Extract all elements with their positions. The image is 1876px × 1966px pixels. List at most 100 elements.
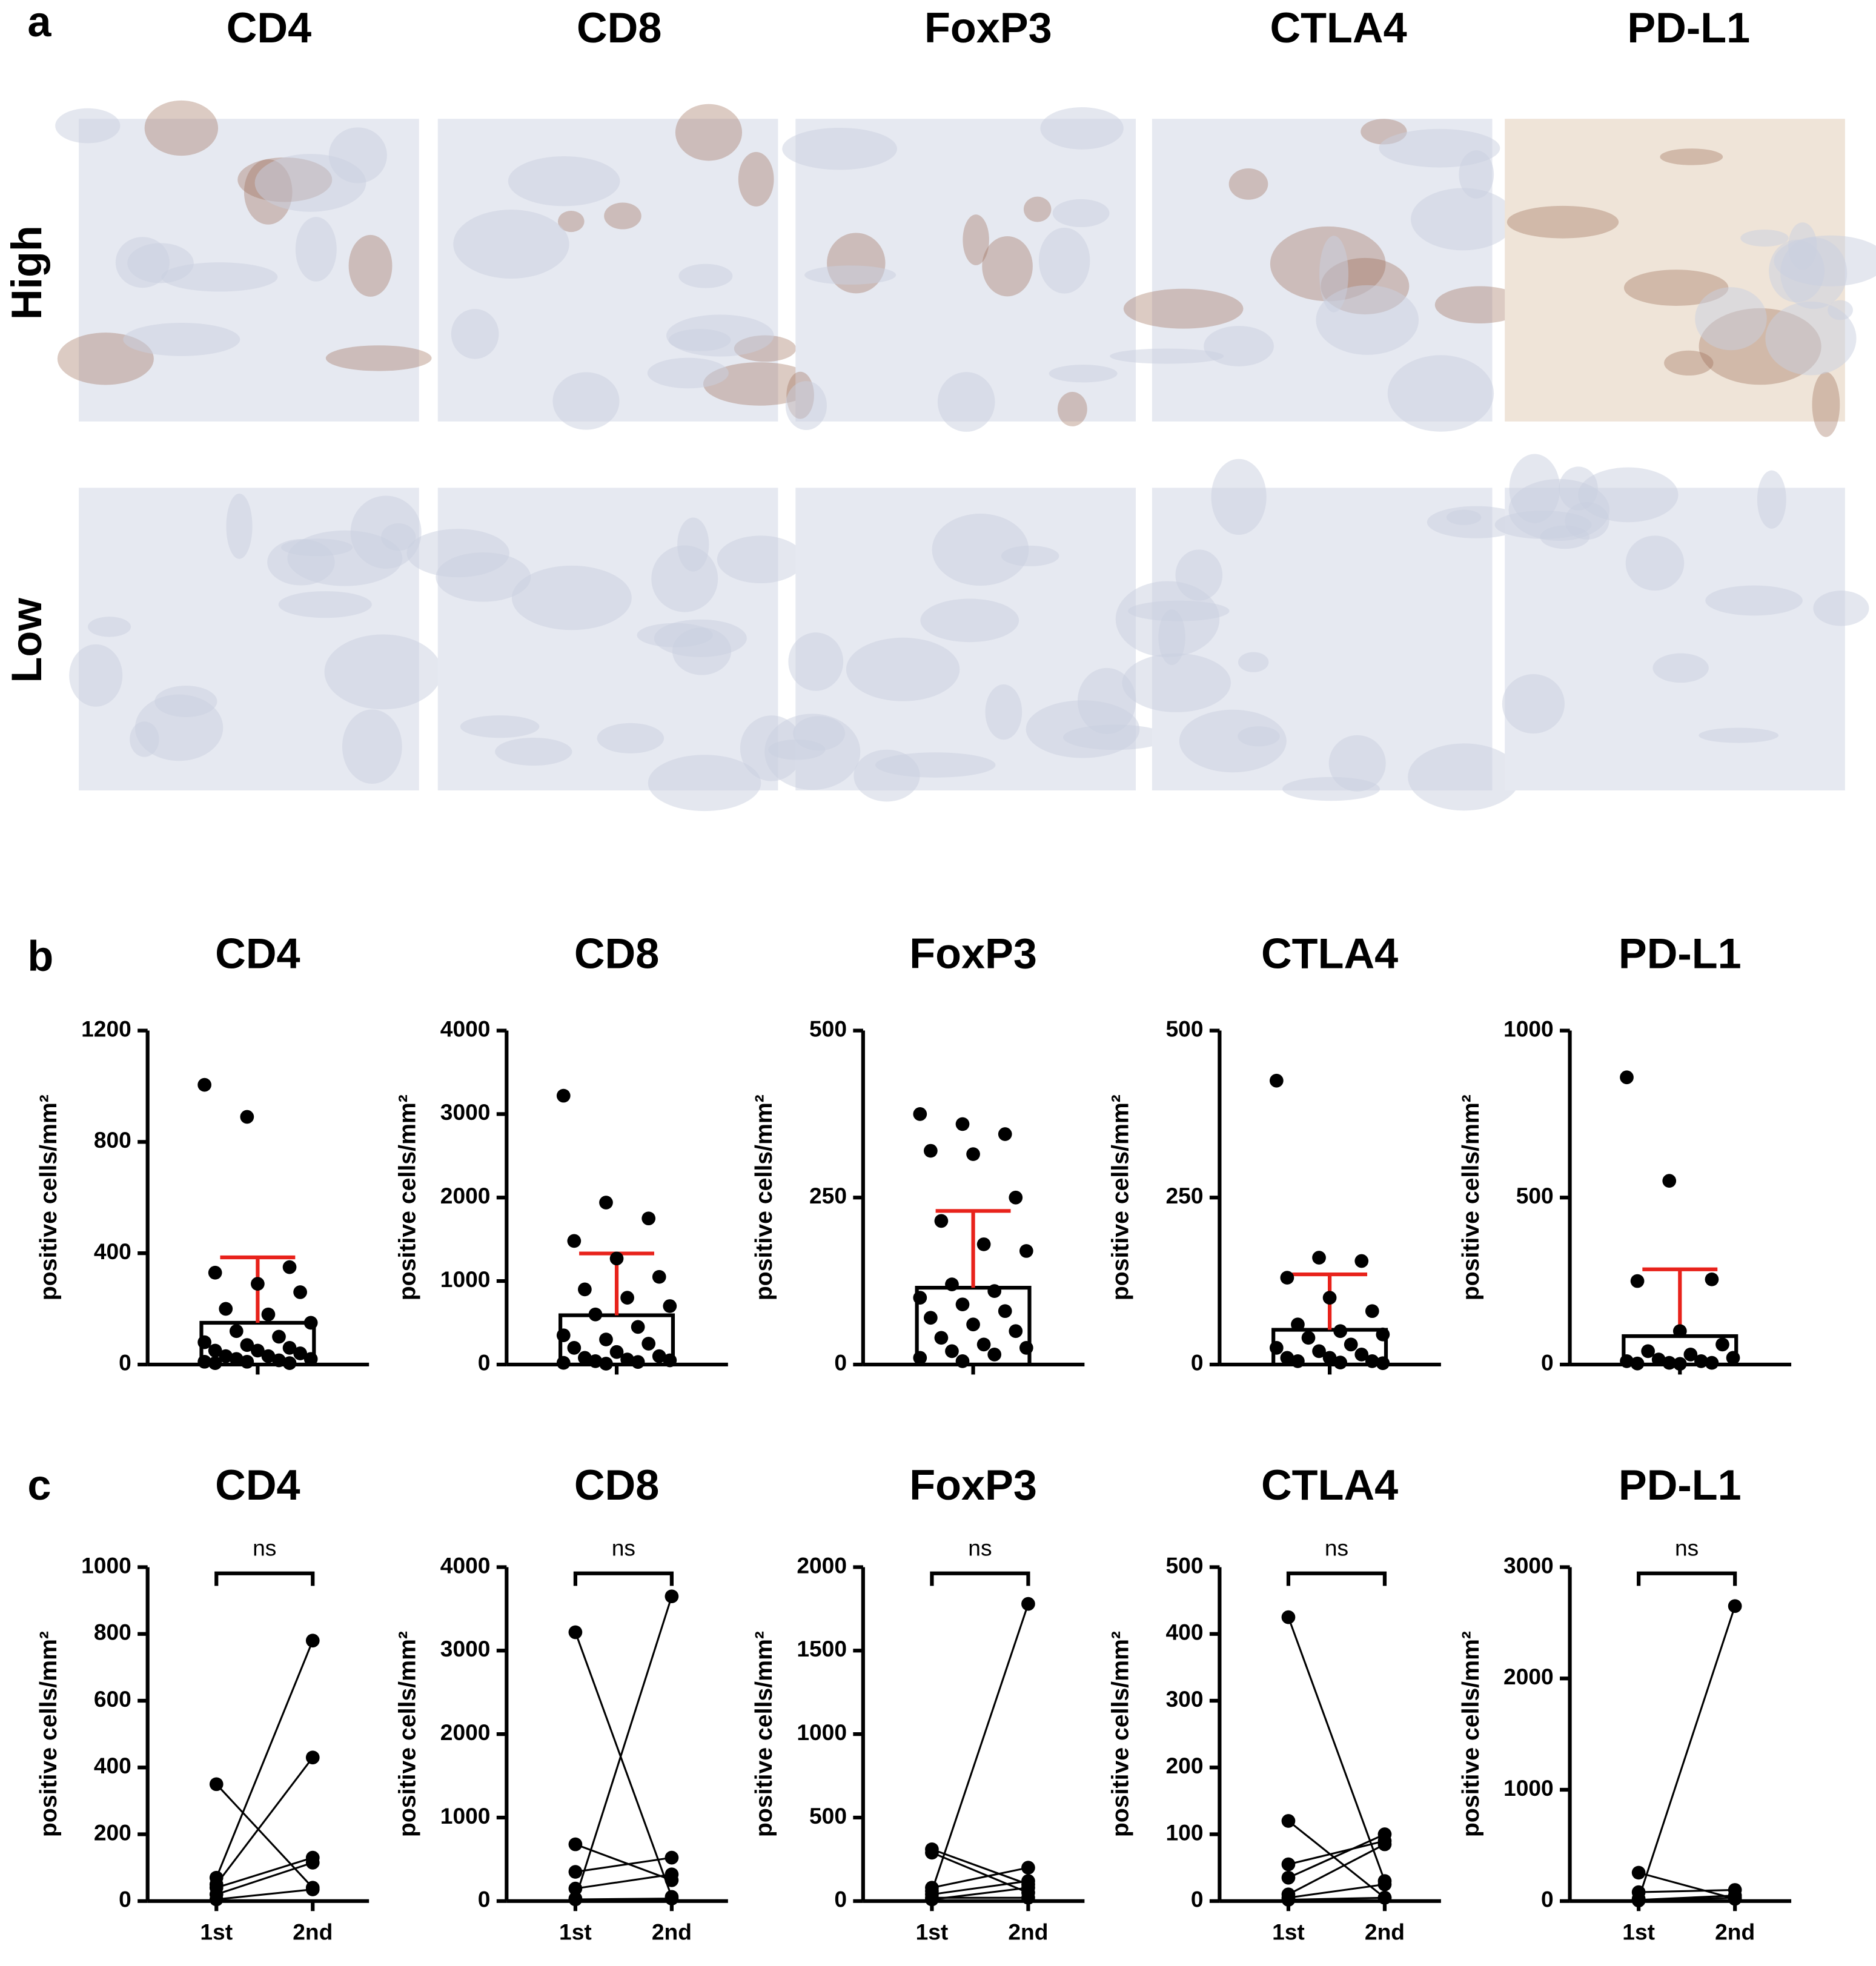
- y-tick-label: 0: [834, 1350, 847, 1375]
- tissue-texture: [1023, 196, 1052, 222]
- tissue-texture: [785, 381, 827, 431]
- tissue-texture: [1623, 270, 1729, 306]
- y-tick-label: 1000: [440, 1803, 491, 1829]
- y-tick-label: 1200: [81, 1016, 131, 1041]
- y-tick-label: 500: [1166, 1016, 1204, 1041]
- tissue-texture: [226, 493, 253, 559]
- tissue-texture: [604, 202, 641, 230]
- chart-title: CD8: [574, 1461, 659, 1509]
- pair-line: [575, 1873, 672, 1890]
- tissue-texture: [1123, 288, 1244, 329]
- data-point: [272, 1353, 286, 1368]
- pair-line: [1288, 1883, 1385, 1899]
- y-tick-label: 2000: [1503, 1664, 1554, 1689]
- y-tick-label: 2000: [797, 1552, 847, 1578]
- data-point: [1705, 1355, 1719, 1370]
- tissue-texture: [738, 151, 774, 207]
- data-point: [1728, 1890, 1742, 1905]
- data-point: [303, 1316, 318, 1330]
- data-point: [652, 1269, 666, 1284]
- data-point: [578, 1351, 592, 1365]
- data-point: [1620, 1354, 1634, 1368]
- tissue-texture: [1319, 236, 1349, 313]
- data-point: [1312, 1344, 1326, 1359]
- pair-line: [1637, 1606, 1736, 1899]
- data-point: [976, 1237, 991, 1251]
- pair-line: [931, 1848, 1029, 1885]
- tissue-texture: [937, 372, 995, 432]
- tissue-texture: [1062, 724, 1168, 750]
- y-tick-label: 2000: [440, 1183, 491, 1208]
- tissue-texture: [436, 552, 531, 602]
- tissue-texture: [1228, 168, 1268, 200]
- data-point: [251, 1343, 265, 1358]
- tissue-texture: [324, 634, 442, 710]
- data-point: [556, 1355, 571, 1370]
- data-point: [955, 1117, 970, 1131]
- data-point: [955, 1297, 970, 1312]
- error-bar: [935, 1209, 1011, 1288]
- tissue-texture: [1813, 591, 1869, 626]
- data-point: [1354, 1348, 1369, 1362]
- pair-line: [216, 1888, 313, 1901]
- data-point: [1281, 1610, 1296, 1624]
- tissue-texture: [1788, 222, 1817, 270]
- tissue-texture: [1328, 735, 1386, 792]
- data-point: [1322, 1291, 1337, 1305]
- tissue-texture: [325, 345, 432, 371]
- data-point: [1630, 1356, 1645, 1371]
- data-point: [261, 1307, 276, 1322]
- y-tick-label: 400: [1166, 1620, 1204, 1645]
- y-tick-label: 1000: [81, 1552, 131, 1578]
- y-tick-label: 0: [119, 1350, 131, 1375]
- tissue-texture: [1040, 107, 1124, 150]
- pair-line: [216, 1756, 314, 1885]
- data-point: [240, 1338, 254, 1352]
- data-point: [282, 1356, 297, 1370]
- tissue-texture: [1434, 286, 1526, 324]
- data-point: [197, 1335, 211, 1349]
- data-point: [913, 1351, 927, 1365]
- pair-line: [1288, 1896, 1385, 1901]
- data-point: [1376, 1356, 1390, 1371]
- data-point: [282, 1340, 297, 1355]
- data-point: [1021, 1597, 1035, 1611]
- data-point: [620, 1291, 634, 1305]
- data-point: [1019, 1244, 1033, 1258]
- pair-line: [575, 1856, 672, 1873]
- row-label: High: [2, 225, 50, 320]
- y-tick-label: 4000: [440, 1016, 491, 1041]
- tissue-texture: [648, 755, 761, 812]
- pair-line: [932, 1887, 1029, 1901]
- data-point: [305, 1882, 320, 1896]
- data-point: [1301, 1331, 1316, 1345]
- data-point: [1631, 1893, 1646, 1908]
- data-point: [1377, 1837, 1392, 1852]
- y-axis-label: positive cells/mm²: [394, 1094, 421, 1300]
- data-point: [998, 1127, 1012, 1141]
- tissue-texture: [1049, 365, 1118, 383]
- data-point: [1377, 1877, 1392, 1892]
- tissue-texture: [1740, 230, 1789, 247]
- data-point: [1651, 1352, 1666, 1367]
- data-point: [665, 1892, 679, 1906]
- data-point: [599, 1196, 613, 1210]
- tissue-texture: [1705, 585, 1803, 616]
- chart-title: CD4: [215, 929, 300, 977]
- x-tick-label: 1st: [1272, 1919, 1305, 1944]
- data-point: [568, 1625, 583, 1640]
- data-point: [1281, 1814, 1296, 1828]
- data-point: [197, 1077, 211, 1092]
- data-point: [305, 1856, 320, 1870]
- chart-title: PD-L1: [1619, 929, 1742, 977]
- significance-label: ns: [612, 1535, 635, 1560]
- data-point: [1705, 1272, 1719, 1286]
- x-tick-label: 1st: [1622, 1919, 1655, 1944]
- tissue-texture: [1179, 709, 1287, 773]
- data-point: [1662, 1355, 1677, 1370]
- y-tick-label: 1000: [797, 1719, 847, 1745]
- y-tick-label: 100: [1166, 1819, 1204, 1845]
- y-tick-label: 250: [1166, 1183, 1204, 1208]
- data-point: [641, 1211, 656, 1226]
- data-point: [1009, 1190, 1023, 1205]
